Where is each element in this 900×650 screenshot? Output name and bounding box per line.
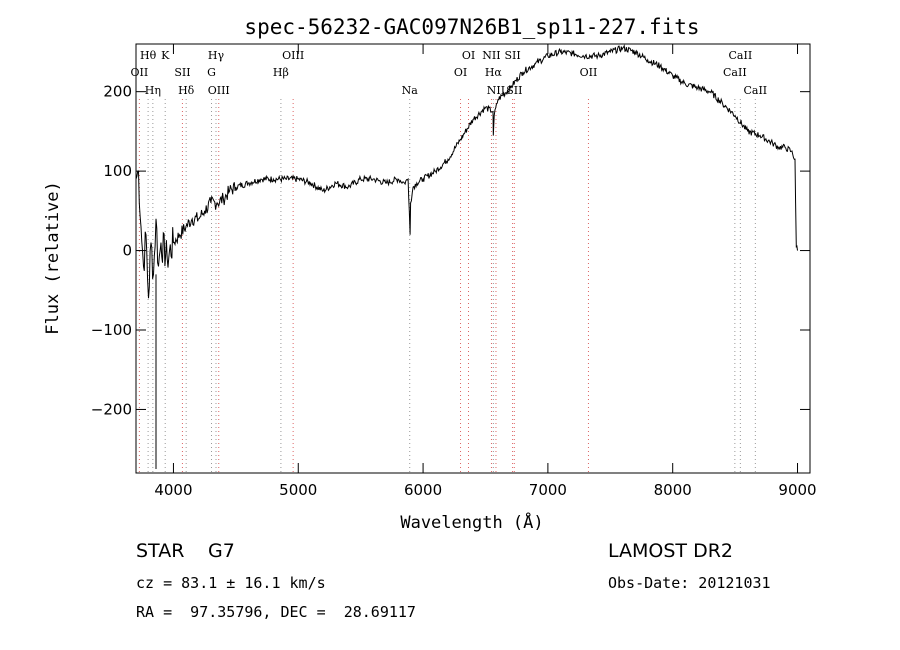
spectral-line-label: SII [174, 66, 190, 79]
object-class: STAR [136, 540, 185, 562]
spectral-line-label: OIII [208, 84, 230, 97]
spectral-line-label: Hδ [178, 84, 195, 97]
spectral-line-label: Hθ [140, 49, 157, 62]
spectral-line-label: OII [580, 66, 598, 79]
spectral-line-label: NII [487, 84, 505, 97]
spectral-line-label: SII [504, 49, 520, 62]
chart-title: spec-56232-GAC097N26B1_sp11-227.fits [244, 15, 699, 39]
survey-name: LAMOST DR2 [608, 540, 733, 562]
coordinates-info: RA = 97.35796, DEC = 28.69117 [136, 603, 416, 621]
spectral-line-label: Hγ [208, 49, 225, 62]
spectral-line-label: OIII [282, 49, 304, 62]
observation-date: Obs-Date: 20121031 [608, 574, 771, 592]
x-axis-label: Wavelength (Å) [400, 511, 543, 533]
y-tick-label: 0 [122, 242, 132, 260]
object-subclass: G7 [208, 540, 235, 562]
spectrum-series-line [135, 44, 798, 469]
plot-frame [135, 43, 811, 474]
spectral-line-label: Hη [145, 84, 161, 97]
axis-ticks: 4000 5000 6000 7000 8000 9000 −200 −100 0 100 200 [91, 44, 817, 499]
x-tick-label: 5000 [279, 481, 317, 499]
spectral-line-label: Hα [485, 66, 503, 79]
redshift-info: cz = 83.1 ± 16.1 km/s [136, 574, 326, 592]
spectral-line-label: OI [454, 66, 467, 79]
y-tick-label: −100 [91, 321, 132, 339]
spectral-line-label: OII [131, 66, 149, 79]
spectral-line-label: K [161, 49, 170, 62]
x-tick-label: 7000 [529, 481, 567, 499]
spectral-line-label: SII [506, 84, 522, 97]
x-tick-label: 9000 [778, 481, 816, 499]
y-axis-label: Flux (relative) [43, 181, 63, 335]
spectral-line-label: CaII [723, 66, 747, 79]
spectral-lines: HθOIIHηKSIIHδHγGOIIIOIIIHβNaOIOINIISIIHα… [131, 49, 767, 473]
spectral-line-label: CaII [743, 84, 767, 97]
spectral-line-label: G [207, 66, 216, 79]
spectral-line-label: NII [482, 49, 500, 62]
x-tick-label: 4000 [154, 481, 192, 499]
spectral-line-label: Na [402, 84, 419, 97]
spectral-line-label: OI [462, 49, 475, 62]
x-tick-label: 6000 [404, 481, 442, 499]
y-tick-label: −200 [91, 400, 132, 418]
y-tick-label: 100 [103, 162, 132, 180]
y-tick-label: 200 [103, 83, 132, 101]
spectral-line-label: Hβ [273, 66, 289, 79]
spectral-line-label: CaII [729, 49, 753, 62]
x-tick-label: 8000 [654, 481, 692, 499]
